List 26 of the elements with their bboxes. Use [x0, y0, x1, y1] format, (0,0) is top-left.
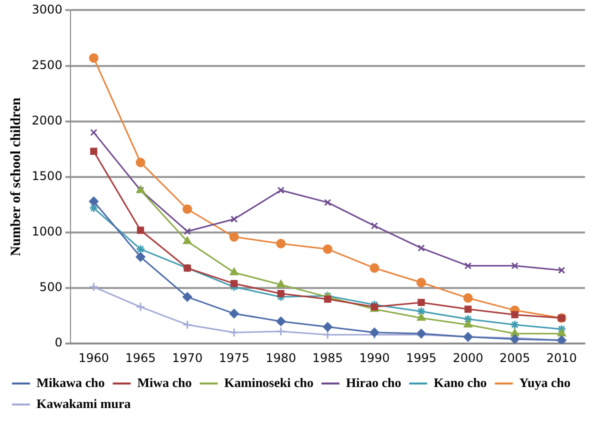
y-axis-title: Number of school children	[9, 97, 24, 256]
y-tick-label: 500	[39, 280, 62, 294]
legend-label: Kaminoseki cho	[224, 374, 314, 390]
legend-label: Kawakami mura	[36, 396, 132, 411]
legend-label: Mikawa cho	[36, 374, 105, 390]
x-tick-label: 1960	[78, 350, 110, 365]
legend-label: Kano cho	[434, 374, 487, 390]
y-tick-label: 1500	[32, 169, 62, 184]
x-tick-label: 1985	[312, 350, 343, 365]
legend-label: Yuya cho	[519, 374, 570, 390]
y-tick-label: 1000	[32, 224, 62, 239]
legend-label: Hirao cho	[346, 374, 402, 390]
y-tick-label: 2500	[32, 58, 62, 72]
x-tick-label: 1970	[172, 350, 203, 365]
x-tick-label: 2005	[500, 350, 530, 365]
x-tick-label: 1980	[266, 350, 296, 365]
x-tick-label: 1965	[125, 350, 156, 365]
x-tick-label: 1995	[406, 350, 437, 365]
y-tick-label: 0	[54, 336, 62, 350]
legend-label: Miwa cho	[137, 374, 192, 390]
x-tick-label: 1975	[218, 350, 250, 365]
y-tick-label: 3000	[32, 2, 62, 16]
x-tick-label: 2000	[452, 350, 484, 365]
x-tick-label: 2010	[546, 350, 577, 365]
x-tick-label: 1990	[359, 350, 390, 365]
y-tick-label: 2000	[32, 113, 62, 128]
